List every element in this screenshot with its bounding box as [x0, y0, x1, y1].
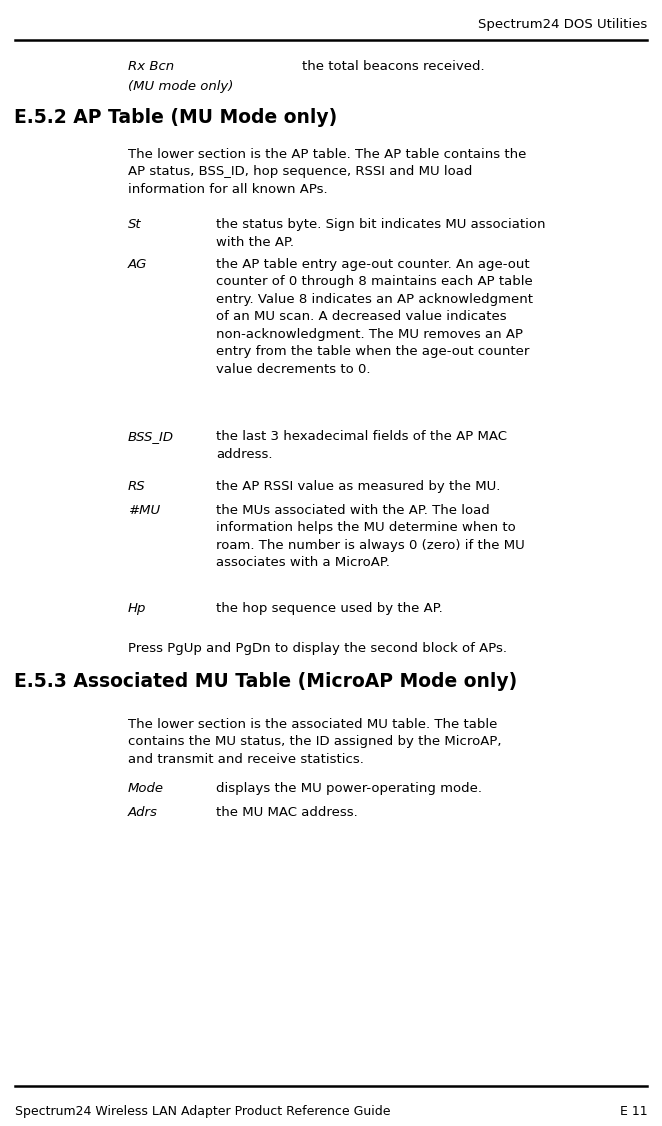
Text: the last 3 hexadecimal fields of the AP MAC
address.: the last 3 hexadecimal fields of the AP …	[216, 430, 507, 461]
Text: Rx Bcn: Rx Bcn	[128, 60, 174, 73]
Text: the AP table entry age-out counter. An age-out
counter of 0 through 8 maintains : the AP table entry age-out counter. An a…	[216, 258, 533, 376]
Text: the MU MAC address.: the MU MAC address.	[216, 806, 357, 819]
Text: (MU mode only): (MU mode only)	[128, 80, 234, 93]
Text: the AP RSSI value as measured by the MU.: the AP RSSI value as measured by the MU.	[216, 480, 500, 493]
Text: E.5.2 AP Table (MU Mode only): E.5.2 AP Table (MU Mode only)	[14, 108, 337, 127]
Text: BSS_ID: BSS_ID	[128, 430, 174, 443]
Text: E 11: E 11	[620, 1105, 647, 1118]
Text: St: St	[128, 218, 142, 231]
Text: Press PgUp and PgDn to display the second block of APs.: Press PgUp and PgDn to display the secon…	[128, 642, 507, 655]
Text: AG: AG	[128, 258, 148, 271]
Text: the hop sequence used by the AP.: the hop sequence used by the AP.	[216, 602, 443, 615]
Text: Spectrum24 DOS Utilities: Spectrum24 DOS Utilities	[478, 18, 647, 32]
Text: Hp: Hp	[128, 602, 146, 615]
Text: Spectrum24 Wireless LAN Adapter Product Reference Guide: Spectrum24 Wireless LAN Adapter Product …	[15, 1105, 390, 1118]
Text: Adrs: Adrs	[128, 806, 158, 819]
Text: The lower section is the AP table. The AP table contains the
AP status, BSS_ID, : The lower section is the AP table. The A…	[128, 148, 526, 196]
Text: The lower section is the associated MU table. The table
contains the MU status, : The lower section is the associated MU t…	[128, 718, 502, 766]
Text: the total beacons received.: the total beacons received.	[302, 60, 485, 73]
Text: the MUs associated with the AP. The load
information helps the MU determine when: the MUs associated with the AP. The load…	[216, 504, 525, 570]
Text: RS: RS	[128, 480, 146, 493]
Text: Mode: Mode	[128, 781, 164, 795]
Text: #MU: #MU	[128, 504, 160, 517]
Text: displays the MU power-operating mode.: displays the MU power-operating mode.	[216, 781, 482, 795]
Text: E.5.3 Associated MU Table (MicroAP Mode only): E.5.3 Associated MU Table (MicroAP Mode …	[14, 672, 517, 691]
Text: the status byte. Sign bit indicates MU association
with the AP.: the status byte. Sign bit indicates MU a…	[216, 218, 545, 249]
